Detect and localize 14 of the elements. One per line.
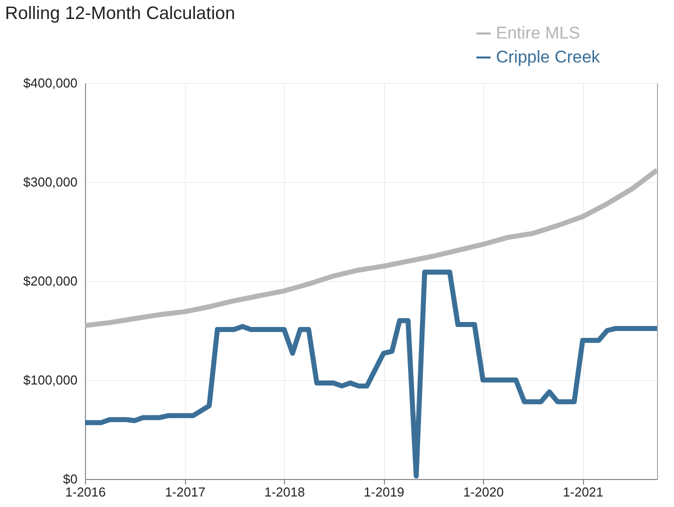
y-tick-label: $400,000: [23, 76, 78, 90]
y-tick-label: $200,000: [23, 274, 78, 288]
x-tick-label: 1-2018: [264, 484, 305, 500]
x-tick-label: 1-2017: [164, 484, 206, 500]
x-tick-label: 1-2016: [65, 484, 106, 500]
x-tick-label: 1-2020: [463, 484, 504, 500]
legend-label: Entire MLS: [496, 24, 580, 42]
y-tick-label: $0: [63, 472, 78, 486]
y-tick-label: $100,000: [23, 372, 78, 388]
y-tick-label: $300,000: [23, 174, 78, 190]
chart-title: Rolling 12-Month Calculation: [5, 3, 236, 23]
x-tick-label: 1-2019: [364, 484, 404, 500]
legend-label: Cripple Creek: [496, 48, 600, 66]
x-tick-label: 1-2021: [562, 484, 604, 500]
